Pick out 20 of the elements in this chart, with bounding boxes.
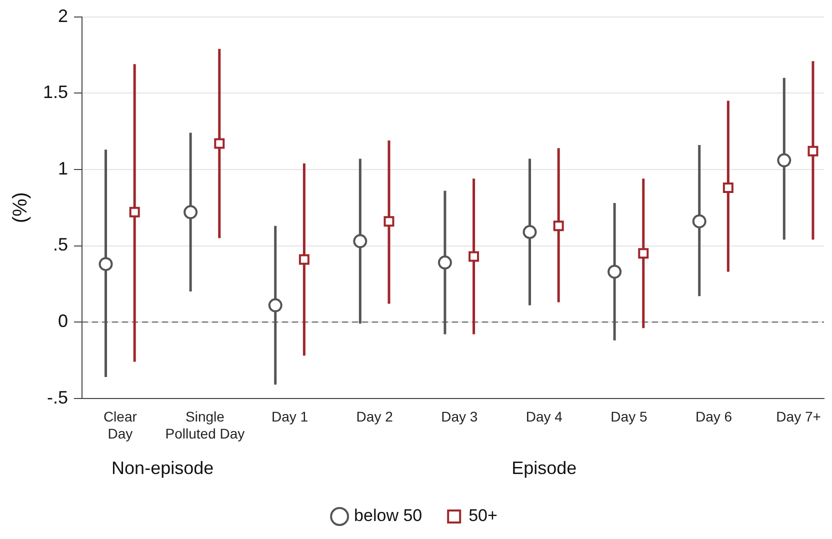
y-tick-label: 1.5 [42,82,68,102]
x-tick-label: Day 2 [356,408,394,425]
x-tick-label: Clear Day [103,408,138,442]
x-tick-label: Single Polluted Day [165,408,245,442]
x-tick-label: Day 6 [695,408,732,425]
y-tick-label: 2 [58,6,68,26]
x-tick-label: Day 1 [271,408,308,425]
x-tick-label: Day 5 [610,408,648,425]
y-tick-label: .5 [53,234,68,255]
legend-label: below 50 [354,506,422,526]
x-tick-label: Day 3 [441,408,478,425]
y-tick-label: 0 [58,311,68,332]
y-axis-title: (%) [10,192,32,224]
x-tick-label: Day 4 [526,408,563,425]
legend-label: 50+ [468,506,498,526]
text: Non-episode [112,458,214,478]
text: Episode [512,458,577,478]
y-tick-label: 1 [58,158,68,178]
y-tick-label: -.5 [47,387,68,408]
x-tick-label: Day 7+ [776,408,821,425]
